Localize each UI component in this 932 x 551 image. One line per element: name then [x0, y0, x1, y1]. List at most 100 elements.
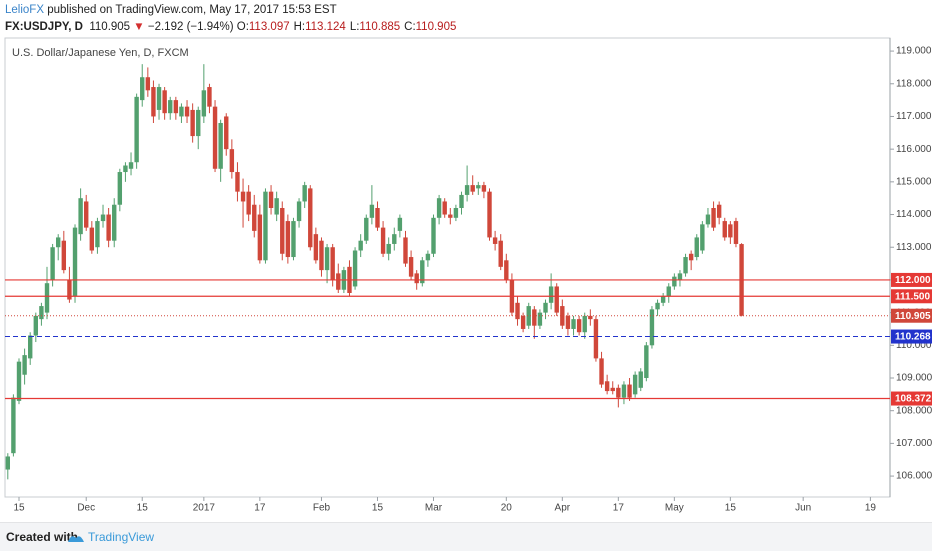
candle-body: [336, 273, 341, 290]
candle-body: [504, 260, 509, 280]
candle-body: [414, 273, 419, 284]
candle-body: [128, 162, 134, 169]
candle-body: [5, 456, 11, 470]
candle-body: [112, 204, 117, 241]
candle-body: [470, 185, 475, 192]
ohlc-value: 113.124: [305, 21, 346, 33]
candle-body: [448, 214, 453, 218]
candle-body: [464, 185, 470, 195]
candle-body: [61, 240, 67, 271]
x-tick-label: 2017: [193, 503, 216, 514]
candle-body: [408, 257, 414, 277]
candle-body: [728, 224, 733, 238]
candle-body: [190, 109, 195, 137]
candle-body: [604, 381, 610, 392]
candle-body: [616, 387, 621, 398]
candle-body: [151, 87, 156, 117]
created-with: Created with: [6, 530, 79, 544]
x-tick-label: Feb: [313, 503, 331, 514]
candle-body: [50, 247, 55, 280]
ohlc: O:113.097 H:113.124 L:110.885 C:110.905: [237, 21, 461, 33]
candle-body: [560, 306, 565, 326]
published: published on TradingView.com, May 17, 20…: [47, 4, 337, 16]
candle-body: [571, 319, 576, 329]
candle-body: [593, 319, 599, 359]
candle-body: [453, 208, 459, 218]
candle-body: [324, 247, 330, 271]
candle-body: [330, 247, 335, 280]
candle-body: [588, 315, 593, 320]
candle-body: [196, 109, 201, 137]
candle-body: [268, 191, 274, 208]
author[interactable]: LelioFX: [5, 4, 44, 16]
candle-body: [537, 312, 543, 326]
x-tick-label: 19: [865, 503, 877, 514]
y-tick-label: 108.000: [896, 405, 932, 416]
level-label-box: [891, 308, 932, 323]
candle-body: [420, 260, 425, 284]
candle-body: [694, 237, 699, 258]
candle-body: [380, 227, 386, 254]
candle-body: [257, 214, 263, 261]
candle-body: [173, 100, 179, 114]
candle-body: [610, 387, 615, 392]
candle-body: [487, 191, 492, 238]
header: LelioFX published on TradingView.com, Ma…: [5, 2, 460, 36]
candle-body: [162, 90, 167, 114]
candle-body: [89, 227, 95, 251]
candle-body: [56, 237, 61, 248]
arrow: ▼: [133, 21, 145, 33]
candle-body: [644, 345, 649, 378]
candle-body: [78, 198, 83, 235]
x-tick-label: Dec: [77, 503, 95, 514]
candle-body: [274, 198, 279, 215]
candle-body: [565, 315, 571, 329]
candle-body: [296, 201, 302, 222]
candle-body: [168, 100, 173, 114]
candle-body: [632, 374, 638, 395]
candle-body: [33, 315, 39, 336]
candle-body: [39, 306, 44, 320]
x-tick-label: May: [665, 503, 684, 514]
candle-body: [403, 237, 408, 264]
brand[interactable]: TradingView: [88, 530, 155, 544]
candle-body: [252, 204, 257, 231]
candle-body: [369, 204, 375, 218]
ohlc-key: C:: [404, 21, 416, 33]
candle-body: [520, 315, 526, 329]
ohlc-value: 110.885: [359, 21, 401, 33]
symbol: FX:USDJPY, D: [5, 21, 83, 33]
level-label-box: [891, 391, 932, 406]
candle-body: [498, 240, 503, 267]
candle-body: [11, 397, 16, 454]
candle-body: [548, 286, 554, 303]
x-tick-label: Apr: [555, 503, 571, 514]
candle-body: [649, 309, 655, 346]
candle-body: [375, 208, 380, 228]
candle-body: [140, 77, 145, 101]
level-label-box: [891, 329, 932, 344]
candle-body: [638, 371, 643, 388]
y-tick-label: 116.000: [896, 144, 932, 155]
candle-body: [95, 221, 100, 248]
quote-line: FX:USDJPY, D 110.905 ▼ −2.192 (−1.94%) O…: [5, 19, 460, 36]
candle-body: [459, 194, 464, 208]
level-label: 111.500: [895, 291, 930, 302]
candle-body: [358, 240, 363, 251]
candle-body: [44, 283, 50, 313]
candle-body: [218, 123, 223, 169]
x-tick-label: Jun: [795, 503, 811, 514]
x-tick-label: 20: [501, 503, 513, 514]
candle-body: [106, 214, 111, 241]
candle-body: [655, 302, 660, 310]
candle-body: [263, 191, 268, 261]
y-tick-label: 106.000: [896, 471, 932, 482]
candle-body: [224, 116, 229, 150]
ohlc-value: 113.097: [248, 21, 290, 33]
chart-title: U.S. Dollar/Japanese Yen, D, FXCM: [12, 47, 189, 59]
candle-body: [476, 185, 481, 189]
candle-body: [179, 106, 184, 117]
candle-body: [313, 234, 319, 261]
candle-body: [683, 257, 688, 274]
